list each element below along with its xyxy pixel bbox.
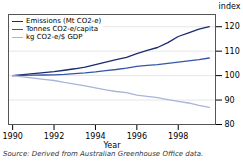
svg-text:90: 90 bbox=[225, 96, 235, 105]
svg-text:1990: 1990 bbox=[2, 132, 22, 141]
html-text:kg CO2-e/$ GDP: kg CO2-e/$ GDP bbox=[26, 33, 83, 41]
svg-text:1992: 1992 bbox=[44, 132, 64, 141]
svg-text:Year: Year bbox=[103, 141, 122, 150]
html-text:Tonnes CO2-e/capita: Tonnes CO2-e/capita bbox=[26, 25, 98, 33]
html-text:Source: Derived from Australia: Source: Derived from Australian Greenhou… bbox=[3, 150, 204, 158]
svg-text:110: 110 bbox=[225, 47, 240, 56]
svg-text:1994: 1994 bbox=[85, 132, 106, 142]
svg-text:1996: 1996 bbox=[127, 132, 147, 141]
svg-text:120: 120 bbox=[225, 22, 240, 31]
svg-text:80: 80 bbox=[225, 120, 235, 129]
svg-text:index: index bbox=[219, 2, 241, 11]
svg-text:100: 100 bbox=[225, 71, 240, 80]
svg-text:1998: 1998 bbox=[168, 132, 188, 141]
html-text:Emissions (Mt CO2-e): Emissions (Mt CO2-e) bbox=[26, 17, 102, 25]
